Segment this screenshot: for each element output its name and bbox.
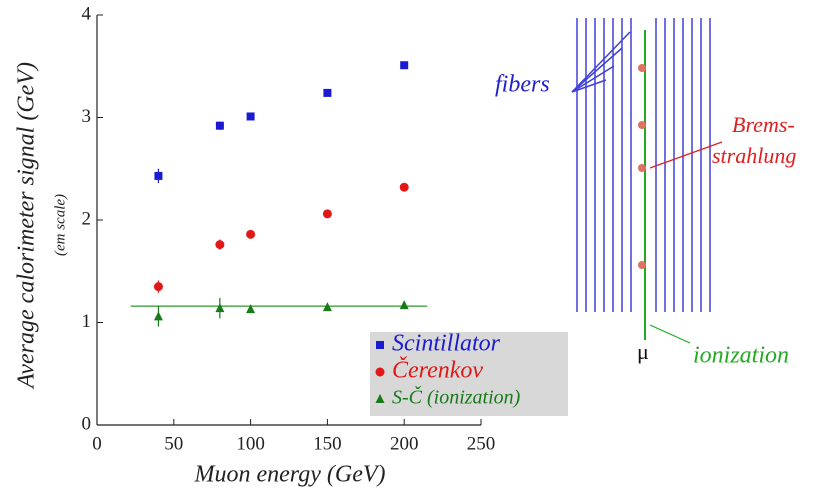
x-tick-label: 250: [467, 433, 496, 454]
y-tick-label: 0: [82, 413, 92, 434]
x-tick-label: 100: [236, 433, 265, 454]
x-tick-label: 0: [92, 433, 102, 454]
fibers-label: fibers: [495, 72, 550, 98]
legend-marker: [375, 394, 385, 403]
x-tick-label: 150: [313, 433, 342, 454]
data-point: [215, 121, 224, 130]
x-tick-label: 200: [390, 433, 419, 454]
detector-diagram: [571, 18, 711, 312]
brems-label: strahlung: [712, 143, 796, 168]
data-point: [246, 304, 256, 314]
y-tick-label: 3: [82, 106, 92, 127]
y-tick-label: 1: [82, 311, 92, 332]
y-axis-sublabel: (em scale): [52, 194, 68, 256]
y-axis-label: Average calorimeter signal (GeV): [14, 62, 40, 390]
brems-showers: [638, 64, 646, 269]
data-point: [215, 303, 225, 313]
data-point: [399, 182, 409, 192]
ionization-arrow: [649, 324, 691, 344]
data-point: [246, 112, 255, 121]
y-tick-label: 2: [82, 208, 92, 229]
data-point: [246, 229, 256, 239]
x-axis-label: Muon energy (GeV): [193, 462, 385, 488]
data-point: [215, 240, 225, 250]
data-point: [400, 61, 409, 70]
brems-label: Brems-: [732, 112, 795, 137]
legend-marker: [375, 367, 385, 377]
muon-label: μ: [637, 339, 649, 364]
data-point: [322, 209, 332, 219]
data-point: [153, 311, 163, 321]
x-tick-label: 50: [164, 433, 183, 454]
y-tick-label: 4: [82, 3, 92, 24]
ionization-label: ionization: [693, 343, 789, 369]
data-point: [322, 302, 332, 312]
data-point: [399, 300, 409, 310]
brems-arrow: [649, 141, 723, 169]
data-point: [153, 282, 163, 292]
legend-label: Scintillator: [392, 331, 501, 357]
legend-label: S-Č (ionization): [392, 385, 521, 409]
legend-label: Čerenkov: [392, 357, 483, 384]
data-point: [323, 88, 332, 97]
legend-marker: [376, 341, 384, 349]
data-point: [154, 171, 163, 180]
legend-box: [370, 332, 568, 416]
